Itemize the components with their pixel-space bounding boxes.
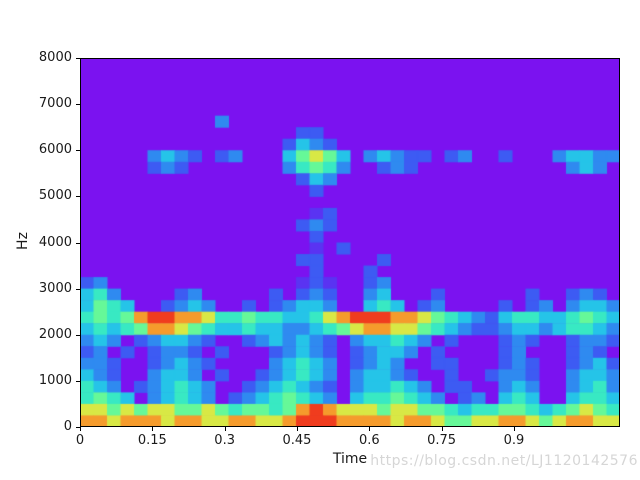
x-tick-mark bbox=[296, 427, 298, 431]
y-tick-label: 6000 bbox=[38, 142, 72, 158]
x-tick-label: 0.15 bbox=[137, 433, 167, 448]
y-tick-label: 0 bbox=[63, 419, 72, 434]
y-tick-mark bbox=[76, 242, 80, 244]
y-tick-label: 1000 bbox=[38, 372, 72, 388]
x-tick-label: 0.75 bbox=[427, 433, 457, 448]
y-tick-label: 8000 bbox=[38, 50, 72, 65]
x-axis-label: Time bbox=[332, 451, 368, 467]
y-tick-label: 4000 bbox=[38, 234, 72, 250]
x-tick-mark bbox=[369, 427, 371, 431]
watermark: https://blog.csdn.net/LJ1120142576 bbox=[370, 453, 638, 469]
x-tick-label: 0.45 bbox=[282, 433, 312, 448]
y-tick-mark bbox=[76, 427, 80, 428]
y-tick-mark bbox=[76, 380, 80, 382]
y-tick-mark bbox=[76, 104, 80, 106]
y-tick-label: 5000 bbox=[38, 188, 72, 204]
x-tick-mark bbox=[152, 427, 154, 431]
y-tick-label: 2000 bbox=[38, 326, 72, 342]
x-tick-label: 0.3 bbox=[214, 433, 235, 448]
x-tick-mark bbox=[513, 427, 515, 431]
y-tick-mark bbox=[76, 288, 80, 290]
spectrogram-canvas bbox=[80, 58, 620, 427]
x-tick-mark bbox=[441, 427, 443, 431]
y-tick-label: 7000 bbox=[38, 96, 72, 112]
x-tick-label: 0.9 bbox=[503, 433, 525, 448]
y-tick-mark bbox=[76, 196, 80, 198]
y-tick-mark bbox=[76, 150, 80, 152]
x-tick-label: 0 bbox=[75, 433, 85, 448]
x-tick-mark bbox=[224, 427, 226, 431]
y-tick-mark bbox=[76, 334, 80, 336]
y-tick-mark bbox=[76, 58, 80, 59]
y-tick-label: 3000 bbox=[38, 280, 72, 296]
x-tick-label: 0.6 bbox=[358, 433, 380, 448]
x-tick-mark bbox=[80, 427, 81, 431]
